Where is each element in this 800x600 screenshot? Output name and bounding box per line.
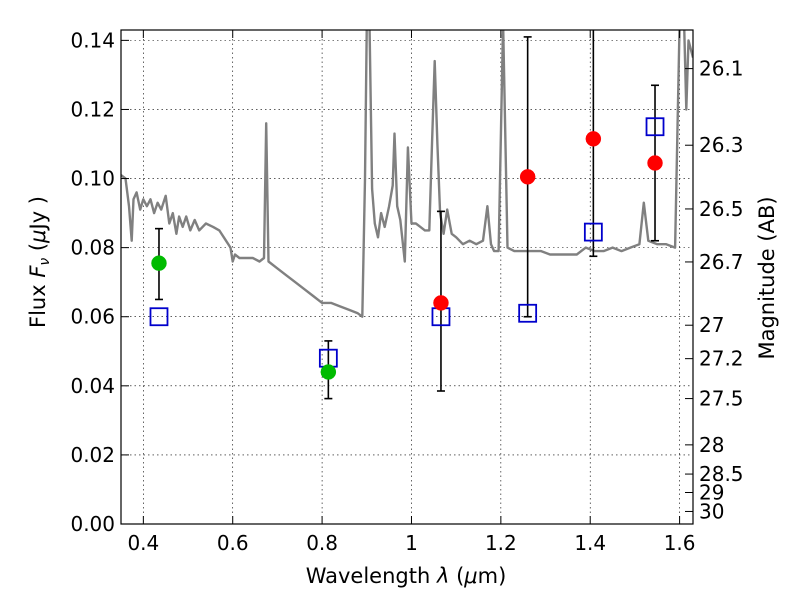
model-square-point: [645, 117, 665, 137]
y2-tick-label: 28: [699, 433, 724, 457]
y-tick-label: 0.04: [70, 374, 115, 398]
x-tick-label: 0.8: [306, 531, 338, 555]
y-tick-label: 0.06: [70, 305, 115, 329]
y-tick-label: 0.08: [70, 236, 115, 260]
y2-axis-label: Magnitude (AB): [755, 196, 779, 359]
y2-tick-label: 28.5: [699, 462, 744, 486]
y-tick-label: 0.12: [70, 97, 115, 121]
x-tick-label: 0.4: [127, 531, 159, 555]
y-axis-label: Flux Fν (μJy ): [26, 196, 53, 328]
observed-point: [519, 169, 536, 185]
y-tick-label: 0.10: [70, 167, 115, 191]
x-tick-label: 1.4: [574, 531, 606, 555]
data-series: [121, 30, 693, 400]
model-square-point: [149, 307, 169, 327]
y-tick-label: 0.14: [70, 28, 115, 52]
observed-point: [320, 364, 337, 380]
x-tick-label: 0.6: [217, 531, 249, 555]
model-square-point: [583, 222, 603, 242]
y2-tick-label: 26.3: [699, 133, 744, 157]
x-tick-label: 1.6: [664, 531, 696, 555]
y2-tick-label: 27.5: [699, 387, 744, 411]
model-spectrum-line: [121, 30, 693, 318]
y2-tick-label: 30: [699, 499, 724, 523]
x-tick-label: 1.2: [485, 531, 517, 555]
axis-ticks: 0.4 0.6 0.8 1 1.2 1.4 1.6 0.00 0.02 0.04 0.06 0.08 0…: [70, 28, 743, 555]
y-tick-label: 0.02: [70, 443, 115, 467]
observed-point: [151, 255, 167, 271]
x-axis-label: Wavelength λ (μm): [306, 564, 507, 588]
y2-tick-label: 27.2: [699, 347, 744, 371]
plot-area: [121, 30, 693, 524]
y2-tick-label: 26.7: [699, 250, 744, 274]
y2-tick-label: 29: [699, 480, 724, 504]
observed-point: [647, 155, 663, 171]
observed-point: [433, 295, 449, 311]
y2-tick-label: 27: [699, 313, 724, 337]
y2-tick-label: 26.1: [699, 57, 744, 81]
y-tick-label: 0.00: [70, 512, 115, 536]
x-tick-label: 1: [405, 531, 418, 555]
y2-tick-label: 26.5: [699, 197, 744, 221]
plot-frame: [120, 29, 694, 525]
observed-point: [585, 131, 602, 147]
model-square-point: [518, 303, 538, 323]
